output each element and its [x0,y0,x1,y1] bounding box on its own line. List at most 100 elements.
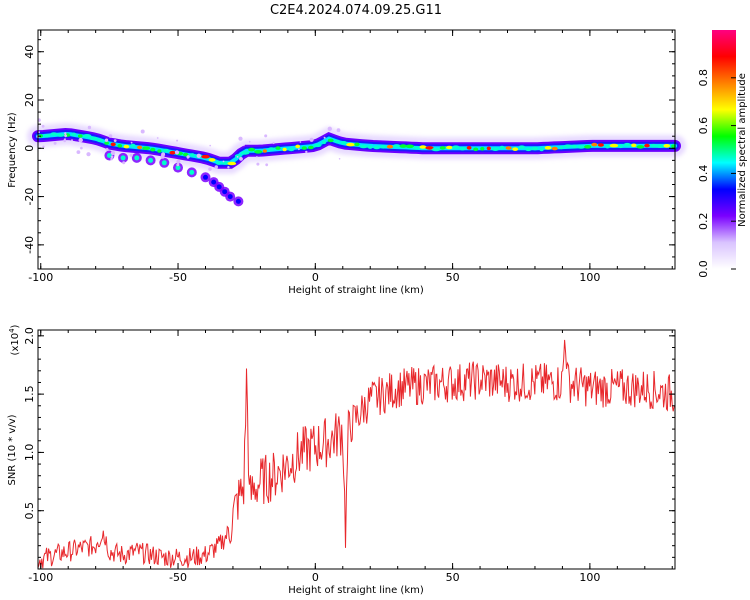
heatmap-speckle [265,163,269,167]
heatmap-speckle [305,150,308,154]
heatmap-cell [525,147,532,152]
heatmap-cell [275,146,281,150]
heatmap-cell [313,143,322,148]
heatmap-cell [123,144,130,149]
heatmap-speckle [129,153,133,157]
heatmap-cell [571,144,578,149]
snr-axes: -100 -50 0 50 100 0.5 1.0 1.5 2.0 [23,327,675,584]
heatmap-branch-core [222,189,228,195]
x-tick-label: -100 [28,271,53,284]
heatmap-axes: -100 -50 0 50 100 -40 -20 0 20 40 [23,30,675,284]
heatmap-branch-core [148,157,154,163]
heatmap-cell [539,147,544,152]
heatmap-speckle [176,163,180,167]
heatmap-cell [248,147,256,152]
colorbar-gradient [712,30,736,269]
x-tick-label: 0 [312,271,319,284]
heatmap-cell [359,144,368,149]
heatmap-speckle [256,156,258,158]
heatmap-cell [551,146,558,151]
heatmap-cell [82,134,92,138]
heatmap-speckle [80,146,83,150]
heatmap-speckle [86,152,91,157]
heatmap-speckle [264,134,268,138]
heatmap-cell [96,138,104,143]
heatmap-speckle [186,155,190,159]
heatmap-cell [518,145,526,149]
heatmap-frame [37,29,676,270]
heatmap-branch-core [161,160,167,166]
heatmap-speckle [64,134,67,138]
heatmap-cell [190,153,195,157]
heatmap-cell [142,146,151,150]
heatmap-speckle [104,138,109,142]
snr-plot-area [38,330,675,569]
heatmap-cell [287,147,295,152]
y-tick-label: 1.5 [23,385,36,403]
heatmap-cell [399,144,407,148]
heatmap-cell [452,145,460,149]
heatmap-cell [636,145,645,149]
heatmap-cell [480,147,485,151]
heatmap-cell [89,136,98,141]
heatmap-cell [392,144,401,148]
heatmap-branch-core [189,169,195,175]
heatmap-speckle [214,165,218,169]
heatmap-cell [110,142,116,147]
heatmap-xlabel: Height of straight line (km) [288,285,424,296]
heatmap-cell [591,142,598,147]
heatmap-cell [439,146,446,150]
y-tick-label: 1.0 [23,444,36,462]
heatmap-cell [327,138,334,143]
heatmap-speckle [327,126,332,131]
heatmap-speckle [176,139,179,142]
heatmap-cell [446,145,453,150]
heatmap-cell [609,143,619,148]
heatmap-speckle [140,129,145,134]
colorbar-tick-label: 0.2 [697,212,710,230]
heatmap-cell [559,145,564,150]
heatmap-speckle [105,148,109,151]
heatmap-speckle [236,156,239,158]
heatmap-cell [215,161,222,165]
colorbar-tick-label: 0.8 [697,69,710,87]
heatmap-cell [544,146,552,150]
heatmap-speckle [176,159,181,164]
colorbar: 0.0 0.2 0.4 0.6 0.8 Normalized spectral ampl… [697,30,748,278]
heatmap-branch-core [106,153,112,158]
heatmap-speckle [222,160,225,163]
heatmap-cell [267,147,276,151]
heatmap-cell [631,143,637,148]
heatmap-speckle [76,150,81,155]
heatmap-cell [617,144,624,149]
x-tick-label: 50 [446,271,460,284]
heatmap-speckle [243,144,245,147]
heatmap-speckle [248,140,251,143]
heatmap-cell [201,154,210,159]
heatmap-panel: -100 -50 0 50 100 -40 -20 0 20 40 Height of strai… [7,29,686,296]
colorbar-label: Normalized spectral amplitude [737,73,748,227]
heatmap-cell [282,147,287,152]
snr-frame [37,329,676,570]
heatmap-cell [386,144,394,149]
heatmap-marks [27,118,686,207]
heatmap-speckle [64,132,67,135]
chart-title: C2E4.2024.074.09.25.G11 [270,3,442,18]
heatmap-cell [183,152,189,157]
heatmap-cell [162,148,170,153]
heatmap-cell [44,134,51,138]
heatmap-cell [584,145,592,149]
snr-xlabel: Height of straight line (km) [288,585,424,596]
x-tick-label: 0 [312,571,319,584]
x-tick-label: -100 [28,571,53,584]
heatmap-branch-core [211,179,217,185]
heatmap-cell [150,147,156,152]
heatmap-cell [373,145,381,150]
y-tick-label: -40 [23,236,36,254]
heatmap-cell [295,144,301,149]
heatmap-cell [71,132,77,137]
heatmap-cell [512,147,519,151]
heatmap-cell [425,146,434,150]
heatmap-branch-core [134,155,140,161]
